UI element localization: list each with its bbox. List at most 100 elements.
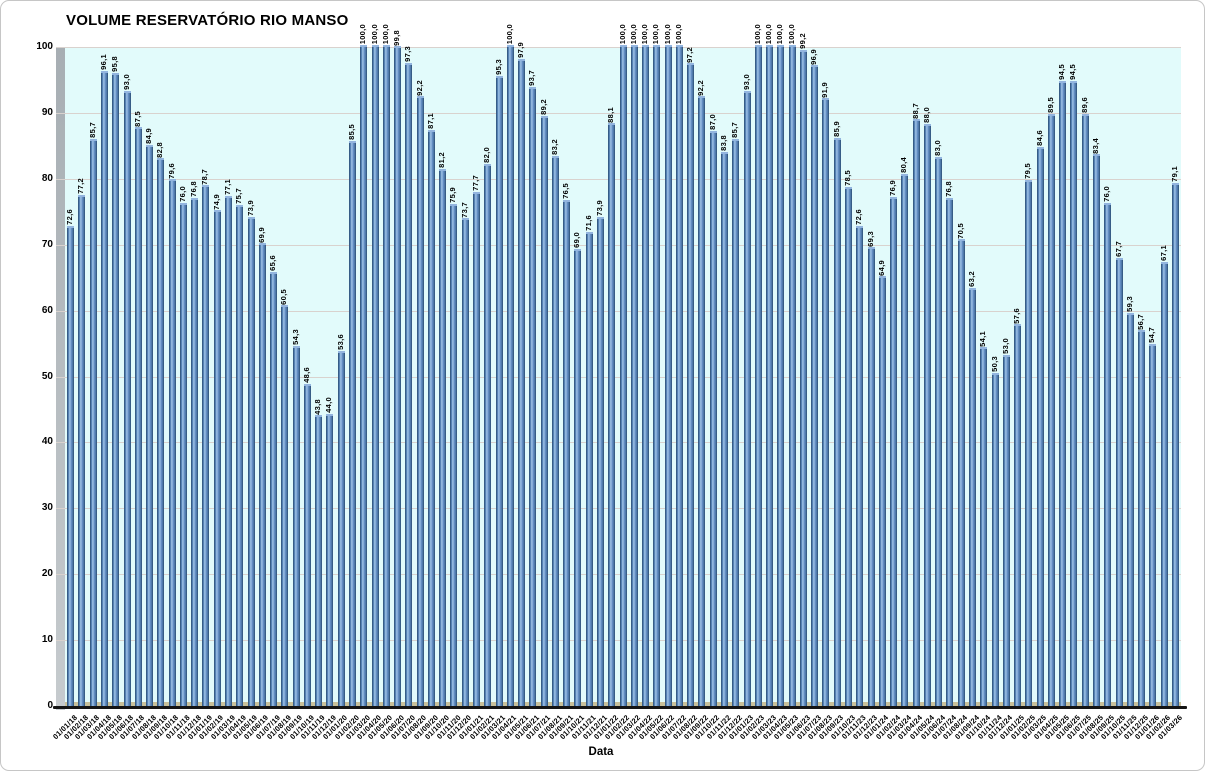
bar-value-label: 48,6 xyxy=(301,366,311,383)
bar-value-label: 88,7 xyxy=(910,102,920,119)
bar-value-label: 85,7 xyxy=(730,122,740,139)
bar xyxy=(540,116,548,706)
bar-value-label: 63,2 xyxy=(966,270,976,287)
bar xyxy=(844,186,852,706)
bar xyxy=(236,205,244,706)
bar-value-label: 82,0 xyxy=(482,146,492,163)
bar-value-label: 78,7 xyxy=(200,168,210,185)
bar-value-label: 100,0 xyxy=(662,23,672,44)
bar xyxy=(1014,324,1022,706)
y-tick-label: 70 xyxy=(41,238,53,250)
bar xyxy=(67,225,75,706)
chart-title: VOLUME RESERVATÓRIO RIO MANSO xyxy=(66,12,349,29)
bar-value-label: 60,5 xyxy=(279,288,289,305)
bar-value-label: 92,2 xyxy=(414,79,424,96)
gridline xyxy=(56,244,1181,246)
bar-value-label: 71,6 xyxy=(583,215,593,232)
bar-value-label: 77,2 xyxy=(76,178,86,195)
gridline xyxy=(56,508,1181,510)
bar-value-label: 76,8 xyxy=(944,181,954,197)
bar-value-label: 88,0 xyxy=(921,107,931,124)
bar-value-label: 100,0 xyxy=(752,23,762,44)
bar xyxy=(292,346,300,706)
bar-value-label: 50,3 xyxy=(989,355,999,372)
y-tick-label: 10 xyxy=(41,634,53,646)
bar-value-label: 99,2 xyxy=(797,33,807,50)
bar-value-label: 67,7 xyxy=(1113,241,1123,257)
bar xyxy=(168,179,176,706)
bar-value-label: 100,0 xyxy=(369,23,379,44)
bar xyxy=(1138,330,1146,706)
bar-value-label: 81,2 xyxy=(437,152,447,168)
bar-value-label: 95,3 xyxy=(493,59,503,75)
bar-value-label: 94,5 xyxy=(1057,64,1067,81)
bar xyxy=(281,305,289,706)
bar xyxy=(157,158,165,706)
bar-value-label: 75,7 xyxy=(234,188,244,205)
bar xyxy=(1002,354,1010,706)
bar xyxy=(1104,203,1112,706)
bar-value-label: 100,0 xyxy=(786,23,796,44)
bar xyxy=(901,174,909,706)
bar-value-label: 72,6 xyxy=(854,208,864,225)
bar xyxy=(405,62,413,706)
bar xyxy=(799,50,807,706)
bar xyxy=(596,217,604,706)
bar-value-label: 88,1 xyxy=(606,106,616,123)
bar xyxy=(371,45,379,706)
bar-value-label: 69,3 xyxy=(865,230,875,247)
bar xyxy=(630,45,638,706)
gridline xyxy=(56,640,1181,642)
bar-value-label: 53,6 xyxy=(335,333,345,350)
bar-value-label: 57,6 xyxy=(1012,307,1022,324)
bar xyxy=(912,119,920,706)
bar xyxy=(743,91,751,706)
bar xyxy=(112,72,120,706)
bar-value-label: 89,5 xyxy=(1045,97,1055,114)
bar xyxy=(1081,113,1089,706)
bar-value-label: 89,2 xyxy=(538,99,548,116)
bar-value-label: 100,0 xyxy=(673,23,683,44)
bar xyxy=(551,155,559,706)
bar xyxy=(100,70,108,706)
bar xyxy=(664,45,672,706)
gridline xyxy=(56,310,1181,312)
bar xyxy=(980,347,988,706)
bar-value-label: 91,9 xyxy=(820,81,830,98)
bar-value-label: 96,9 xyxy=(809,48,819,65)
bar-value-label: 75,9 xyxy=(448,187,458,203)
bar-value-label: 82,8 xyxy=(155,141,165,158)
bar xyxy=(337,350,345,706)
bar xyxy=(1059,81,1067,706)
bar-value-label: 92,2 xyxy=(696,79,706,96)
bar xyxy=(123,91,131,706)
bar-value-label: 84,6 xyxy=(1034,129,1044,146)
bar xyxy=(619,45,627,706)
bar-value-label: 100,0 xyxy=(640,23,650,44)
bar xyxy=(732,139,740,706)
bar xyxy=(687,63,695,706)
gridline xyxy=(56,47,1181,48)
bar-value-label: 76,5 xyxy=(561,183,571,199)
bar xyxy=(1070,81,1078,706)
bar-value-label: 59,3 xyxy=(1124,296,1134,313)
bar xyxy=(461,218,469,706)
bar xyxy=(574,249,582,706)
bar xyxy=(856,225,864,706)
y-tick-label: 80 xyxy=(41,172,53,184)
bar-value-label: 74,9 xyxy=(211,193,221,210)
bar xyxy=(326,414,334,706)
bar xyxy=(935,157,943,706)
bar xyxy=(946,197,954,706)
bar xyxy=(585,232,593,706)
bar xyxy=(191,197,199,706)
bar xyxy=(1025,180,1033,706)
bar xyxy=(890,197,898,706)
bar-value-label: 78,5 xyxy=(842,169,852,186)
bar xyxy=(1115,257,1123,706)
bar-value-label: 69,9 xyxy=(256,226,266,243)
bar xyxy=(134,127,142,706)
bar-value-label: 100,0 xyxy=(358,23,368,44)
bar xyxy=(495,75,503,706)
bar xyxy=(720,151,728,706)
